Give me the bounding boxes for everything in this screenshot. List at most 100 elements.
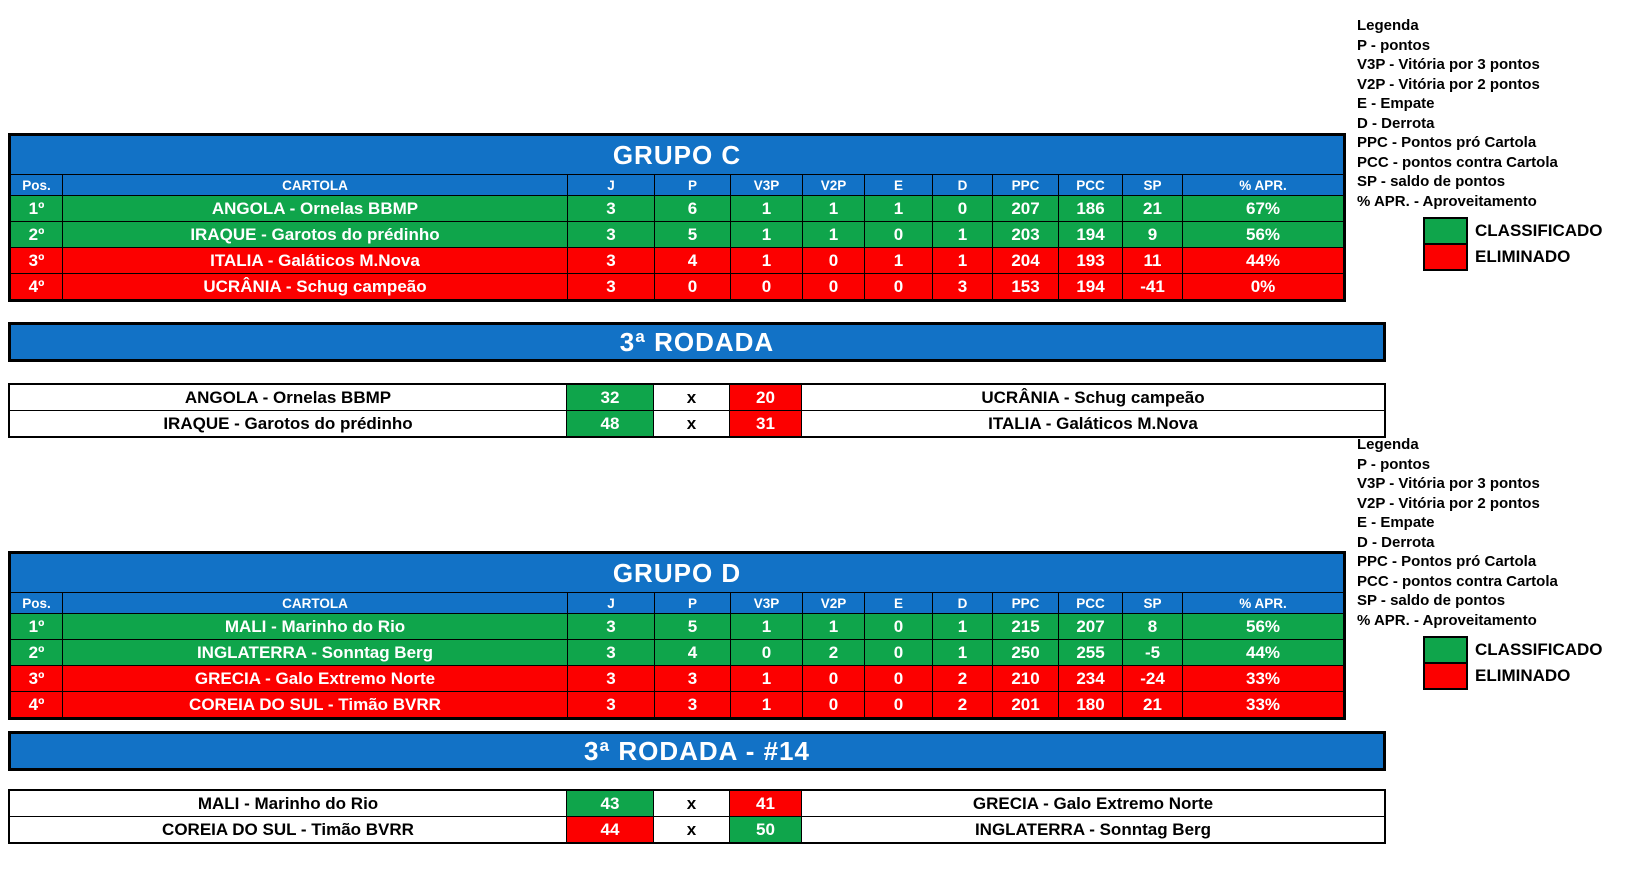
away-team-cell: GRECIA - Galo Extremo Norte (802, 791, 1384, 816)
column-header: % APR. (1183, 593, 1343, 613)
home-score-cell: 48 (567, 411, 654, 436)
stat-cell: 1 (803, 196, 865, 221)
pos-cell: 4º (11, 692, 63, 717)
stat-cell: 0 (865, 614, 933, 639)
stat-cell: -5 (1123, 640, 1183, 665)
apr-cell: 0% (1183, 274, 1343, 299)
stat-cell: 4 (655, 640, 731, 665)
away-score-cell: 31 (730, 411, 802, 436)
stat-cell: 9 (1123, 222, 1183, 247)
home-score-cell: 44 (567, 817, 654, 842)
column-header: V2P (803, 593, 865, 613)
column-header: PCC (1059, 593, 1123, 613)
legend-item: D - Derrota (1357, 114, 1435, 132)
column-header: V3P (731, 175, 803, 195)
versus-cell: x (654, 385, 730, 410)
stat-cell: 1 (865, 196, 933, 221)
team-cell: INGLATERRA - Sonntag Berg (63, 640, 568, 665)
stat-cell: 1 (731, 248, 803, 273)
stat-cell: 203 (993, 222, 1059, 247)
stat-cell: 1 (933, 248, 993, 273)
stat-cell: 1 (803, 614, 865, 639)
pos-cell: 1º (11, 614, 63, 639)
stat-cell: 3 (568, 614, 655, 639)
classified-label: CLASSIFICADO (1475, 221, 1603, 240)
legend-top: Legenda P - pontos V3P - Vitória por 3 p… (1357, 16, 1648, 271)
stat-cell: 21 (1123, 196, 1183, 221)
away-score-cell: 41 (730, 791, 802, 816)
stat-cell: 2 (933, 692, 993, 717)
stat-cell: 5 (655, 614, 731, 639)
stat-cell: 180 (1059, 692, 1123, 717)
versus-cell: x (654, 817, 730, 842)
legend-item: P - pontos (1357, 455, 1431, 473)
legend-item: E - Empate (1357, 514, 1435, 531)
column-header: Pos. (11, 593, 63, 613)
standings-row: 1º MALI - Marinho do Rio 3 5 1 1 0 1 215… (11, 614, 1343, 640)
stat-cell: 21 (1123, 692, 1183, 717)
standings-row: 2º IRAQUE - Garotos do prédinho 3 5 1 1 … (11, 222, 1343, 248)
column-header: CARTOLA (63, 175, 568, 195)
match-table-group-d: MALI - Marinho do Rio 43 x 41 GRECIA - G… (8, 789, 1386, 844)
stat-cell: 1 (803, 222, 865, 247)
away-team-cell: INGLATERRA - Sonntag Berg (802, 817, 1384, 842)
versus-cell: x (654, 411, 730, 436)
stat-cell: 194 (1059, 222, 1123, 247)
stat-cell: 0 (865, 640, 933, 665)
stat-cell: 1 (933, 222, 993, 247)
column-header: D (933, 593, 993, 613)
pos-cell: 3º (11, 666, 63, 691)
column-header: % APR. (1183, 175, 1343, 195)
standings-row: 4º UCRÂNIA - Schug campeão 3 0 0 0 0 3 1… (11, 274, 1343, 299)
pos-cell: 1º (11, 196, 63, 221)
column-header: PPC (993, 175, 1059, 195)
classified-label: CLASSIFICADO (1475, 640, 1603, 659)
stat-cell: 210 (993, 666, 1059, 691)
stat-cell: 1 (865, 248, 933, 273)
match-row: COREIA DO SUL - Timão BVRR 44 x 50 INGLA… (10, 817, 1384, 842)
team-cell: IRAQUE - Garotos do prédinho (63, 222, 568, 247)
legend-item: PCC - pontos contra Cartola (1357, 153, 1558, 171)
stat-cell: 153 (993, 274, 1059, 299)
stat-cell: 0 (865, 222, 933, 247)
home-score-cell: 43 (567, 791, 654, 816)
team-cell: GRECIA - Galo Extremo Norte (63, 666, 568, 691)
stat-cell: 3 (568, 666, 655, 691)
stat-cell: 250 (993, 640, 1059, 665)
stat-cell: 3 (568, 274, 655, 299)
pos-cell: 3º (11, 248, 63, 273)
stat-cell: 207 (993, 196, 1059, 221)
classified-legend-row: CLASSIFICADO (1423, 636, 1648, 664)
legend-item: V3P - Vitória por 3 pontos (1357, 56, 1540, 73)
stat-cell: 1 (731, 196, 803, 221)
column-header: PPC (993, 593, 1059, 613)
away-score-cell: 20 (730, 385, 802, 410)
column-header: P (655, 593, 731, 613)
legend-item: PPC - Pontos pró Cartola (1357, 553, 1537, 570)
apr-cell: 33% (1183, 692, 1343, 717)
stat-cell: 0 (933, 196, 993, 221)
column-header: SP (1123, 593, 1183, 613)
stat-cell: 3 (568, 222, 655, 247)
eliminated-swatch (1423, 662, 1468, 690)
legend-bottom: Legenda P - pontos V3P - Vitória por 3 p… (1357, 435, 1648, 690)
stat-cell: 0 (865, 274, 933, 299)
eliminated-legend-row: ELIMINADO (1423, 243, 1648, 271)
stat-cell: 0 (731, 274, 803, 299)
away-team-cell: UCRÂNIA - Schug campeão (802, 385, 1384, 410)
legend-title: Legenda (1357, 436, 1419, 453)
stat-cell: 201 (993, 692, 1059, 717)
header-row: Pos. CARTOLA J P V3P V2P E D PPC PCC SP … (11, 593, 1343, 614)
team-cell: COREIA DO SUL - Timão BVRR (63, 692, 568, 717)
stat-cell: 3 (655, 666, 731, 691)
stat-cell: 234 (1059, 666, 1123, 691)
legend-item: SP - saldo de pontos (1357, 592, 1506, 609)
stat-cell: 0 (803, 692, 865, 717)
stat-cell: 1 (933, 614, 993, 639)
stat-cell: 0 (803, 666, 865, 691)
stat-cell: 0 (803, 274, 865, 299)
pos-cell: 2º (11, 222, 63, 247)
stat-cell: 1 (731, 614, 803, 639)
stat-cell: -24 (1123, 666, 1183, 691)
classified-swatch (1423, 636, 1468, 664)
